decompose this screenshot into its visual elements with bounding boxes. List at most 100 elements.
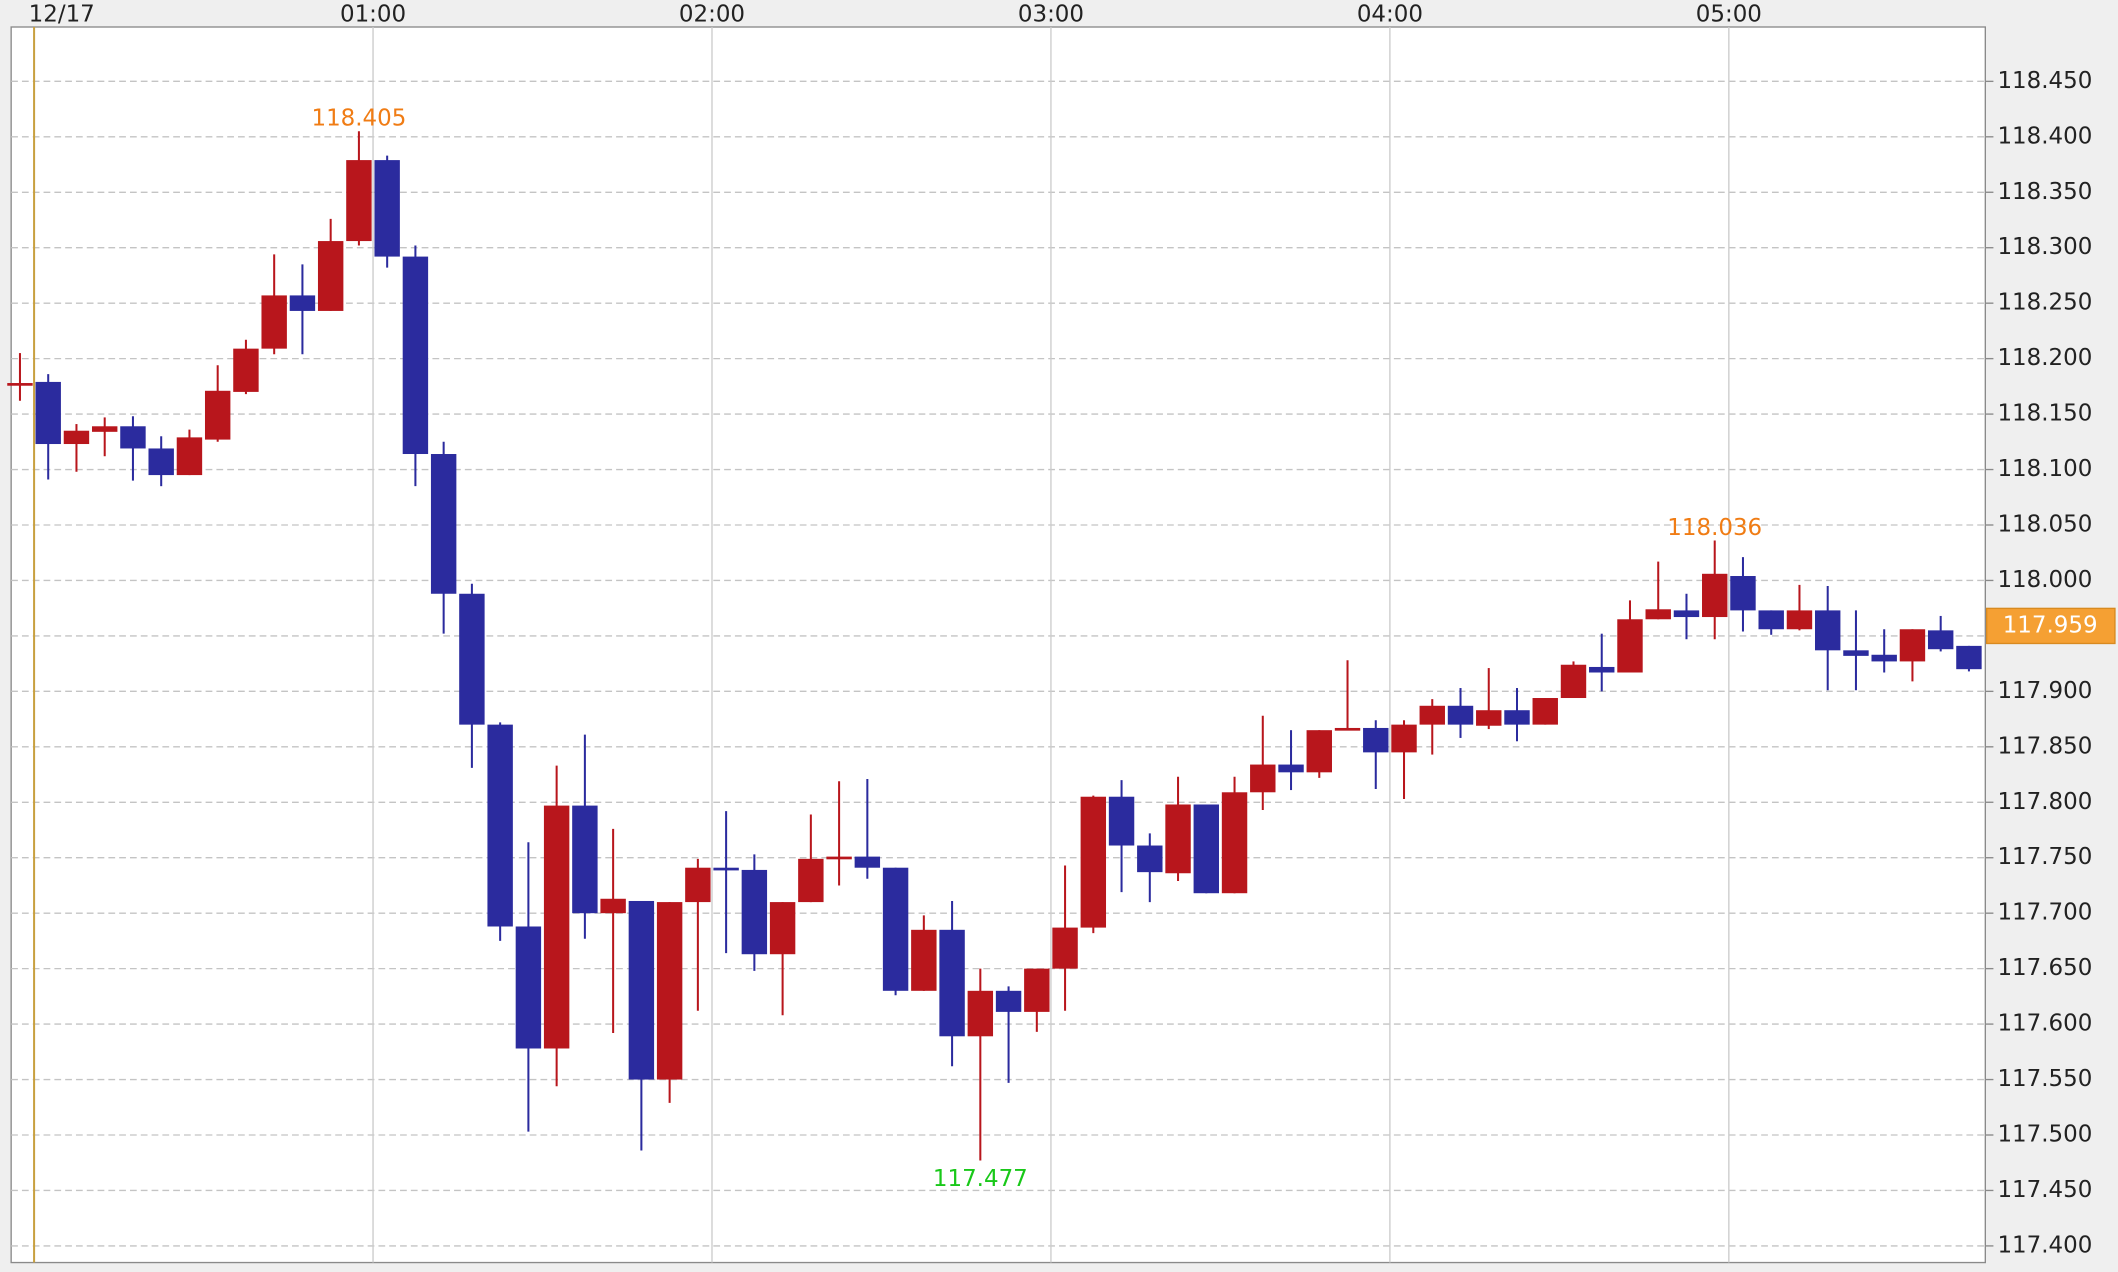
- candle-body: [35, 381, 61, 445]
- candle-body: [600, 898, 626, 914]
- y-tick-label: 117.800: [1997, 789, 2092, 815]
- candle-body: [91, 426, 118, 432]
- y-tick-label: 117.500: [1997, 1122, 2092, 1148]
- candle-body: [911, 929, 937, 991]
- candle-body: [713, 867, 739, 871]
- candle-body: [1673, 610, 1700, 618]
- candle-body: [967, 990, 994, 1037]
- candle-body: [798, 858, 824, 903]
- candle-body: [430, 454, 457, 594]
- candle-body: [1758, 610, 1784, 630]
- candle-body: [1024, 968, 1050, 1012]
- candle-body: [1250, 764, 1276, 793]
- x-tick-label: 03:00: [1018, 1, 1084, 27]
- candle-body: [1363, 727, 1389, 753]
- candle-body: [1080, 796, 1107, 928]
- candle-body: [1645, 609, 1671, 620]
- y-tick-label: 118.250: [1997, 290, 2092, 316]
- candle-body: [1108, 796, 1135, 846]
- y-tick-label: 118.050: [1997, 511, 2092, 537]
- candle-body: [826, 856, 852, 860]
- candle-body: [1334, 727, 1361, 731]
- candle-body: [204, 390, 231, 440]
- candle-body: [402, 256, 429, 455]
- candle-body: [1927, 630, 1954, 650]
- candle-body: [1843, 650, 1869, 656]
- candle-body: [120, 426, 146, 449]
- candle-body: [769, 902, 796, 955]
- candle-body: [7, 383, 33, 386]
- y-tick-label: 117.600: [1997, 1011, 2092, 1037]
- candle-body: [1532, 698, 1558, 725]
- y-tick-label: 117.650: [1997, 955, 2092, 981]
- candle-body: [1165, 804, 1191, 874]
- candle-body: [1730, 576, 1756, 611]
- candle-body: [741, 869, 768, 955]
- candle-body: [346, 160, 372, 242]
- candle-body: [1589, 666, 1615, 673]
- candle-body: [176, 437, 203, 476]
- candle-body: [459, 593, 485, 725]
- candle-body: [656, 902, 683, 1080]
- candle-body: [1447, 705, 1474, 725]
- x-tick-label: 05:00: [1696, 1, 1762, 27]
- candle-body: [515, 926, 542, 1049]
- y-tick-label: 118.200: [1997, 345, 2092, 371]
- y-tick-label: 117.700: [1997, 900, 2092, 926]
- candle-body: [1306, 730, 1332, 773]
- candle-body: [854, 856, 881, 868]
- y-tick-label: 118.150: [1997, 401, 2092, 427]
- candle-body: [261, 295, 287, 349]
- y-tick-label: 117.550: [1997, 1066, 2092, 1092]
- x-tick-label: 02:00: [679, 1, 745, 27]
- candle-body: [1278, 764, 1304, 773]
- candle-body: [1560, 664, 1587, 699]
- candle-body: [543, 805, 570, 1049]
- candle-body: [995, 990, 1022, 1012]
- last-price-box: [1985, 607, 2116, 645]
- y-tick-label: 117.750: [1997, 844, 2092, 870]
- y-tick-label: 118.400: [1997, 123, 2092, 149]
- candle-body: [317, 241, 344, 311]
- candle-body: [1476, 710, 1502, 726]
- candle-body: [939, 929, 965, 1037]
- last-price-label: 117.959: [2003, 612, 2098, 638]
- y-tick-label: 118.300: [1997, 234, 2092, 260]
- candle-body: [1871, 654, 1897, 662]
- candle-body: [233, 348, 259, 392]
- extreme-label: 118.405: [311, 106, 406, 132]
- candle-body: [1052, 927, 1078, 969]
- y-tick-label: 117.400: [1997, 1232, 2092, 1258]
- x-tick-label: 01:00: [340, 1, 406, 27]
- candle-body: [289, 295, 316, 311]
- candle-body: [572, 805, 598, 914]
- extreme-label: 117.477: [933, 1166, 1028, 1192]
- candle-body: [628, 900, 655, 1080]
- y-tick-label: 118.350: [1997, 179, 2092, 205]
- candle-body: [1391, 724, 1417, 753]
- y-tick-label: 117.850: [1997, 733, 2092, 759]
- plot-area: [10, 26, 1986, 1264]
- candle-body: [685, 867, 711, 903]
- y-tick-label: 118.000: [1997, 567, 2092, 593]
- candle-body: [1504, 710, 1530, 725]
- x-tick-label: 12/17: [29, 1, 95, 27]
- y-tick-label: 117.450: [1997, 1177, 2092, 1203]
- candle-body: [1899, 629, 1926, 662]
- candle-body: [1419, 705, 1445, 725]
- candle-body: [1137, 845, 1163, 873]
- y-tick-label: 118.100: [1997, 456, 2092, 482]
- candle-body: [63, 430, 90, 445]
- candle-body: [1956, 645, 1982, 670]
- y-tick-label: 117.900: [1997, 678, 2092, 704]
- extreme-label: 118.036: [1667, 515, 1762, 541]
- candle-body: [487, 724, 513, 927]
- candle-body: [1221, 792, 1248, 894]
- candle-body: [1702, 573, 1728, 618]
- x-tick-label: 04:00: [1357, 1, 1423, 27]
- candle-body: [374, 160, 400, 257]
- candle-body: [882, 867, 909, 991]
- candle-body: [1786, 610, 1813, 630]
